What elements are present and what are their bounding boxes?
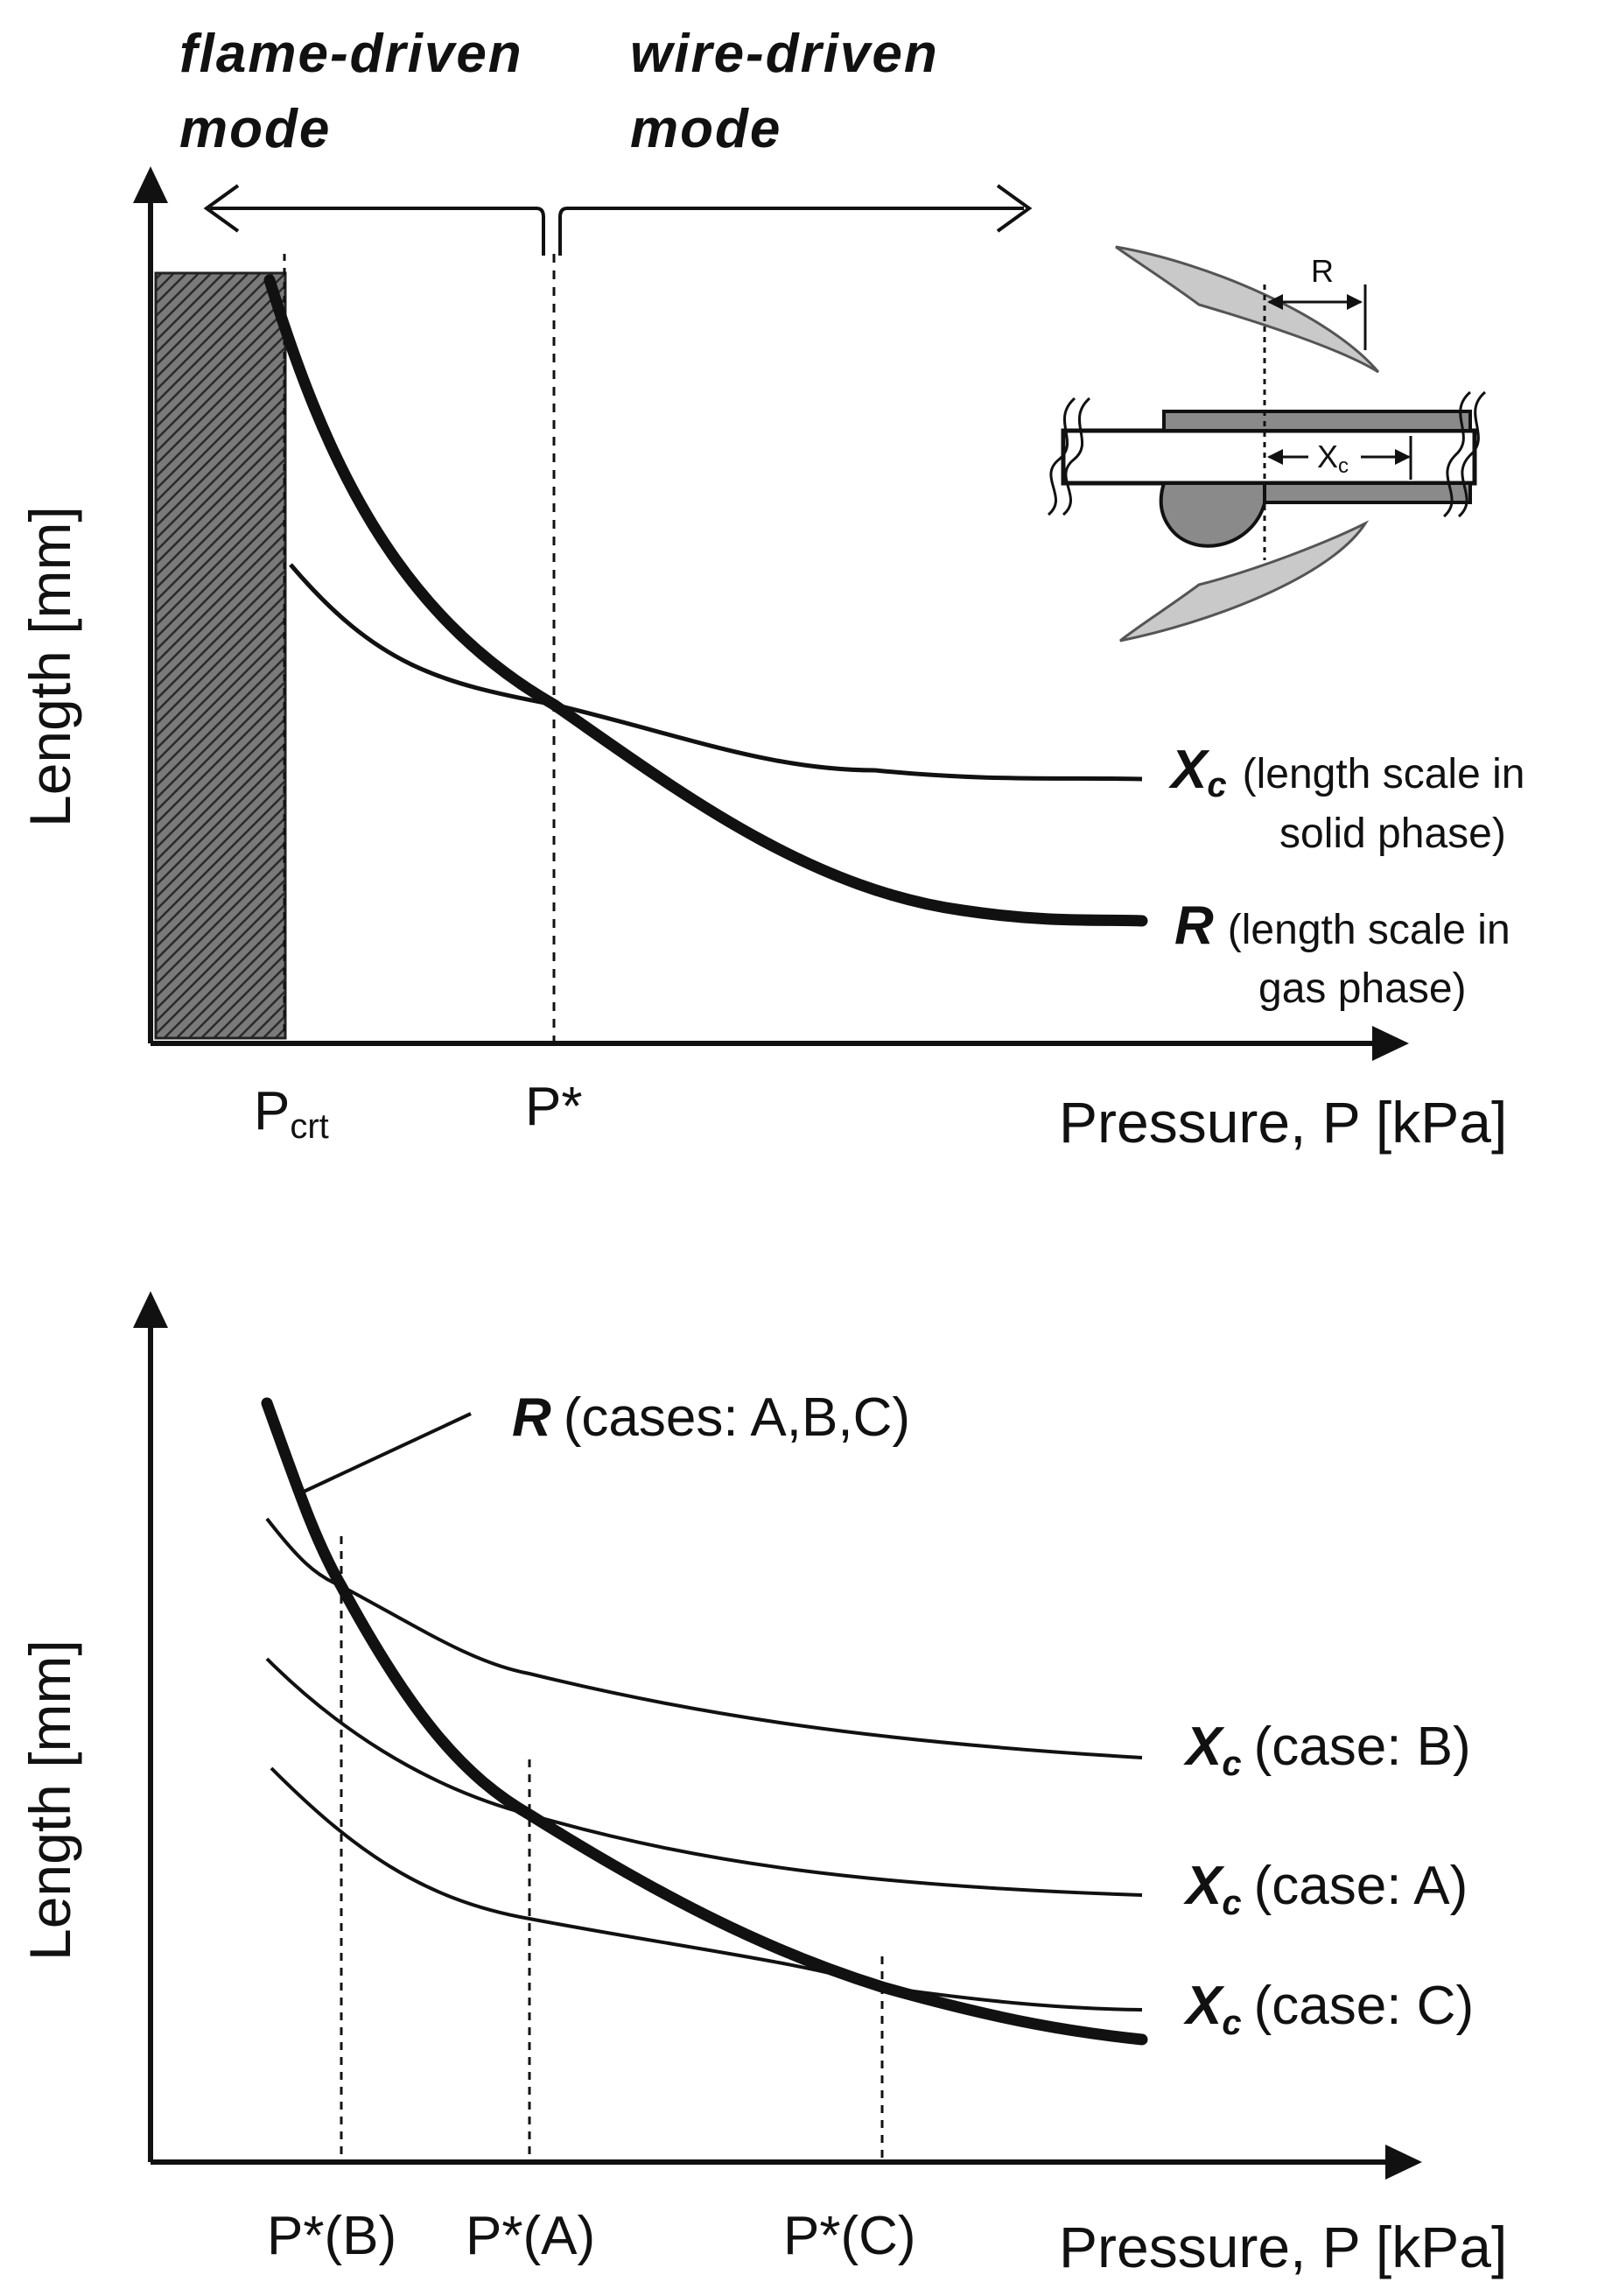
- inset-break-right-1: [1442, 390, 1472, 518]
- bottom-r-label: R (cases: A,B,C): [512, 1387, 910, 1448]
- flame-driven-mode-label: mode: [179, 99, 331, 159]
- inset-r-arrow-left: [1267, 294, 1283, 310]
- inset-schematic: R Xc: [1047, 245, 1487, 642]
- wire-driven-mode-label: mode: [630, 99, 781, 159]
- top-xc-label: Xc (length scale in: [1168, 740, 1524, 804]
- inset-xc-label: Xc: [1317, 439, 1349, 478]
- inset-xc-arrow-right: [1395, 449, 1411, 465]
- top-x-axis-arrowhead: [1372, 1026, 1409, 1061]
- flame-driven-region-hatch: [154, 271, 287, 1040]
- tick-pstar-c: P*(C): [783, 2206, 916, 2266]
- bottom-xc-c-curve: [270, 1766, 1143, 2012]
- bottom-y-axis-title: Length [mm]: [18, 1639, 82, 1961]
- bottom-r-curve: [261, 1397, 1148, 2046]
- flame-driven-label: flame-driven: [179, 24, 523, 84]
- inset-break-left-2: [1062, 397, 1091, 516]
- bottom-xc-c-label: Xc (case: C): [1183, 1976, 1474, 2042]
- inset-r-label: R: [1311, 253, 1334, 289]
- inset-coating-bottom: [1263, 481, 1472, 504]
- top-axes: [148, 182, 1391, 1046]
- top-r-curve: [263, 274, 1148, 927]
- bottom-xc-b-label: Xc (case: B): [1183, 1717, 1471, 1783]
- wire-driven-label: wire-driven: [630, 24, 939, 84]
- bottom-panel: R (cases: A,B,C) Xc (case: B) Xc (case: A) …: [18, 1291, 1507, 2279]
- mode-arrow: [203, 184, 1033, 256]
- inset-coating-top: [1162, 410, 1472, 432]
- top-xc-curve: [289, 563, 1143, 782]
- tick-pstar-b: P*(B): [267, 2206, 396, 2266]
- inset-xc-arrow-left: [1267, 449, 1283, 465]
- inset-flame-lower: [1119, 520, 1370, 642]
- bottom-r-pointer: [301, 1412, 472, 1494]
- bottom-x-axis-arrowhead: [1385, 2145, 1422, 2180]
- top-r-label: R (length scale in: [1174, 895, 1510, 956]
- top-y-axis-arrowhead: [133, 166, 168, 203]
- bottom-axes: [148, 1309, 1405, 2165]
- inset-molten-bead: [1159, 481, 1266, 548]
- tick-pstar: P*: [525, 1077, 582, 1137]
- inset-break-left-1: [1047, 397, 1076, 516]
- top-y-axis-title: Length [mm]: [18, 506, 82, 827]
- top-r-desc-line2: gas phase): [1258, 965, 1467, 1012]
- inset-flame-upper: [1115, 245, 1380, 374]
- tick-pcrt: Pcrt: [254, 1081, 329, 1146]
- tick-pstar-a: P*(A): [466, 2206, 595, 2266]
- bottom-xc-a-label: Xc (case: A): [1183, 1856, 1468, 1922]
- top-panel: flame-driven mode wire-driven mode Xc: [18, 24, 1524, 1155]
- bottom-x-axis-title: Pressure, P [kPa]: [1059, 2215, 1507, 2279]
- top-xc-desc-line2: solid phase): [1279, 811, 1506, 857]
- top-x-axis-title: Pressure, P [kPa]: [1059, 1090, 1507, 1155]
- bottom-xc-a-curve: [265, 1657, 1143, 1897]
- bottom-y-axis-arrowhead: [133, 1291, 168, 1328]
- bottom-xc-b-curve: [265, 1517, 1143, 1759]
- inset-r-arrow-right: [1347, 294, 1363, 310]
- inset-break-right-2: [1457, 390, 1487, 518]
